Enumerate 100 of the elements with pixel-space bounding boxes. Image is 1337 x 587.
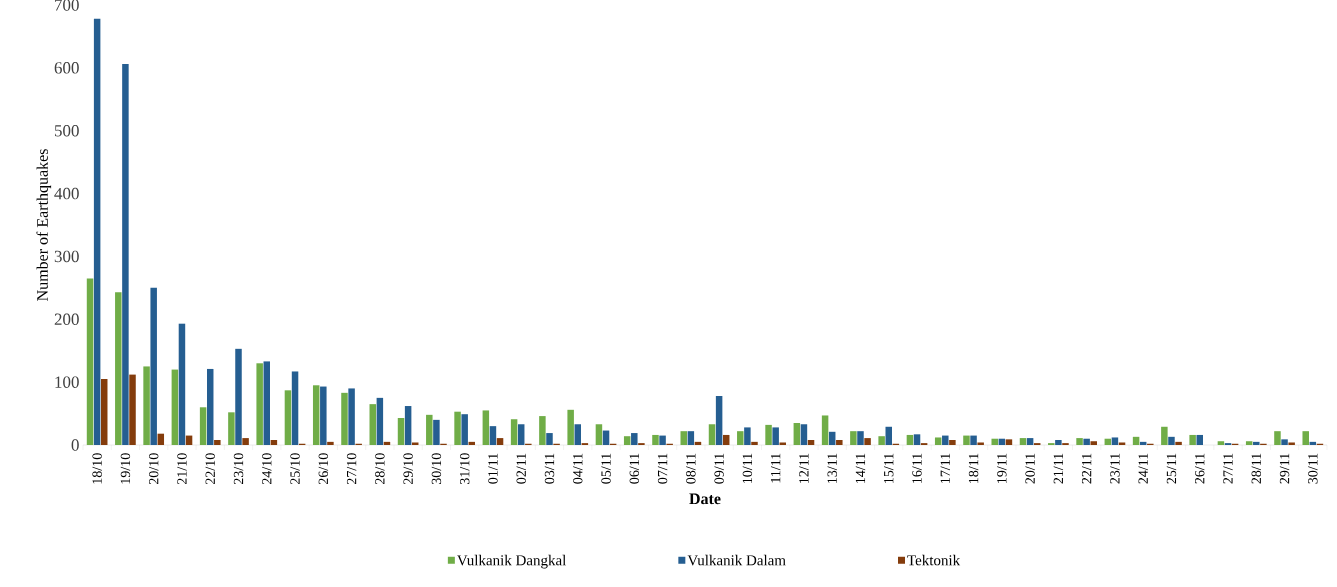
bar <box>1139 441 1147 445</box>
x-tick-label: 03/11 <box>544 453 555 484</box>
bar <box>687 431 695 445</box>
bar <box>411 442 419 445</box>
bar <box>1111 437 1119 445</box>
bar <box>376 397 384 445</box>
bar <box>256 363 263 445</box>
y-tick-label: 500 <box>54 124 79 137</box>
x-tick-label: 01/11 <box>488 453 498 484</box>
bar <box>659 435 666 445</box>
x-tick-label: 17/11 <box>940 453 950 483</box>
bar <box>828 431 836 445</box>
x-tick-label: 23/10 <box>233 453 244 485</box>
bar <box>913 434 921 445</box>
bar <box>397 417 405 445</box>
bar <box>963 435 970 445</box>
bar <box>694 441 702 445</box>
bar <box>1019 438 1027 445</box>
bar <box>461 414 468 445</box>
bar <box>949 439 956 445</box>
bar <box>1055 439 1062 445</box>
bar <box>1076 438 1083 445</box>
x-tick-label: 15/11 <box>884 453 894 483</box>
x-tick-label: 28/11 <box>1251 453 1262 484</box>
x-tick-label: 18/11 <box>968 453 979 483</box>
x-tick-label: 27/11 <box>1223 453 1233 484</box>
x-tick-label: 20/10 <box>148 453 159 485</box>
bar <box>800 424 808 445</box>
x-tick-label: 29/10 <box>403 453 413 485</box>
bar <box>631 433 638 445</box>
bar <box>284 390 292 445</box>
bar <box>489 426 497 445</box>
bar <box>1118 442 1126 445</box>
bar <box>991 438 998 445</box>
bar <box>1168 436 1175 445</box>
bar <box>595 424 603 445</box>
bar <box>228 412 235 445</box>
legend-label: Tektonik <box>907 554 961 566</box>
x-tick-label: 23/11 <box>1110 453 1120 484</box>
bar <box>1253 441 1260 445</box>
legend-label: Vulkanik Dalam <box>687 554 786 566</box>
x-tick-label: 21/11 <box>1053 453 1064 484</box>
bar <box>1281 439 1288 445</box>
bar <box>715 395 723 445</box>
bar <box>1005 439 1013 445</box>
x-tick-label: 18/10 <box>92 453 102 484</box>
bar <box>270 439 278 445</box>
x-tick-label: 22/11 <box>1081 453 1092 484</box>
bar <box>779 442 787 445</box>
x-tick-label: 28/10 <box>375 453 385 485</box>
bar <box>383 441 391 445</box>
x-tick-label: 09/11 <box>714 453 724 484</box>
bar <box>574 424 582 445</box>
bar <box>765 424 772 445</box>
bar <box>1288 442 1295 445</box>
bar <box>122 64 129 445</box>
bar <box>1083 438 1090 445</box>
y-tick-label: 400 <box>54 187 79 200</box>
bar <box>426 414 433 445</box>
bar <box>623 436 631 445</box>
bar <box>86 278 94 445</box>
bar <box>1217 441 1225 445</box>
bar <box>433 419 440 445</box>
bar <box>906 434 914 445</box>
y-tick-label: 0 <box>71 439 79 451</box>
x-tick-label: 24/10 <box>262 453 272 485</box>
x-tick-label: 12/11 <box>799 453 809 483</box>
bar <box>454 411 461 445</box>
bar <box>1189 434 1196 445</box>
x-tick-label: 19/10 <box>120 453 131 484</box>
bar <box>737 431 744 445</box>
x-axis-title: Date <box>689 493 721 505</box>
bar <box>235 348 242 445</box>
x-tick-label: 10/11 <box>742 453 753 483</box>
x-tick-label: 02/11 <box>516 453 526 484</box>
bar <box>652 434 659 445</box>
bar <box>1026 438 1034 445</box>
bar <box>100 379 108 445</box>
bar <box>744 427 751 445</box>
y-axis-title: Number of Earthquakes <box>36 149 52 301</box>
bar <box>1309 441 1317 445</box>
bar <box>206 368 214 445</box>
bar <box>404 406 412 445</box>
x-tick-label: 22/10 <box>205 453 215 485</box>
bar <box>312 385 320 445</box>
bar <box>115 292 122 445</box>
bar <box>772 427 779 445</box>
bar <box>680 431 687 445</box>
x-tick-label: 30/11 <box>1308 453 1318 484</box>
x-tick-label: 11/11 <box>770 453 781 483</box>
bar <box>1196 434 1203 445</box>
x-tick-label: 16/11 <box>912 453 922 483</box>
bar <box>348 388 355 445</box>
bar <box>751 441 758 445</box>
bar <box>510 419 518 445</box>
bar <box>836 439 843 445</box>
x-tick-label: 25/11 <box>1166 453 1177 484</box>
x-tick-label: 20/11 <box>1025 453 1035 484</box>
bar <box>970 435 977 445</box>
bar <box>864 438 871 445</box>
